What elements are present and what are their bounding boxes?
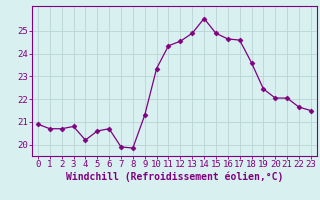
X-axis label: Windchill (Refroidissement éolien,°C): Windchill (Refroidissement éolien,°C) xyxy=(66,172,283,182)
